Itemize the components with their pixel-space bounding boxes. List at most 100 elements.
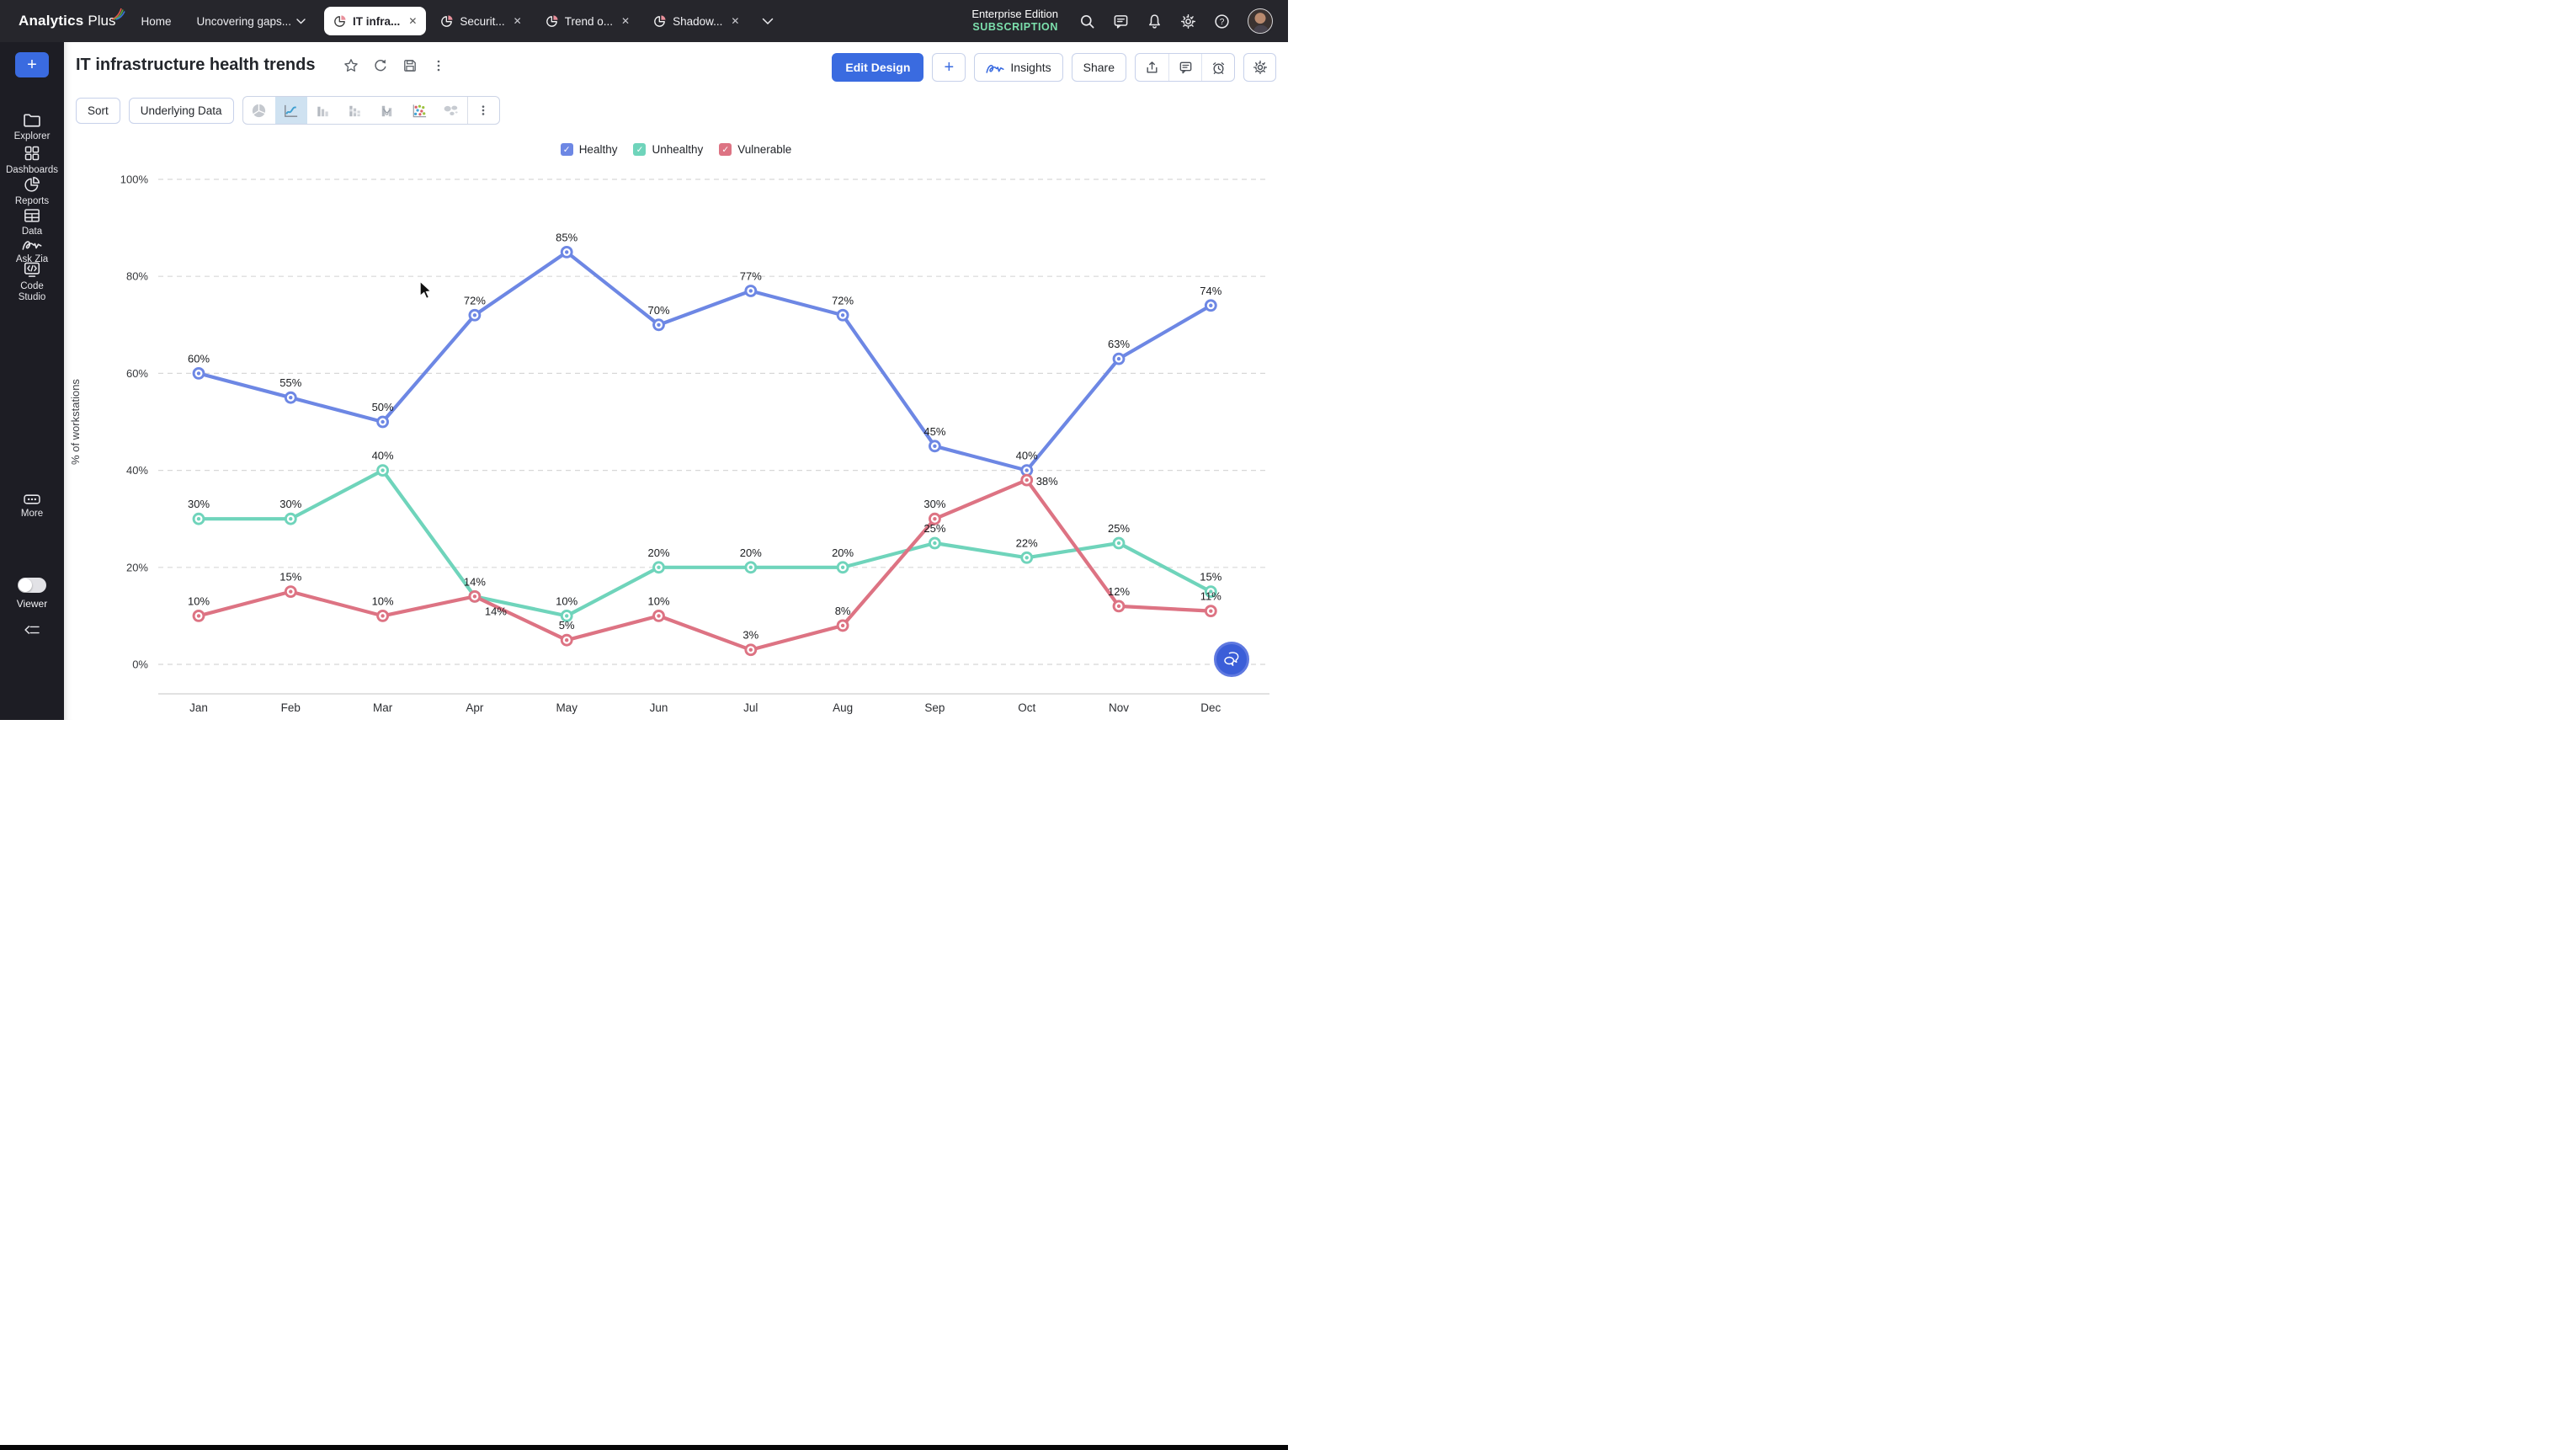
data-point-healthy-Feb[interactable] [284, 391, 297, 404]
close-tab-icon[interactable]: ✕ [408, 15, 418, 27]
chart-type-map-icon[interactable] [435, 97, 467, 124]
tab-trend[interactable]: Trend o... ✕ [536, 7, 639, 35]
data-point-vulnerable-May[interactable] [560, 633, 573, 647]
data-point-unhealthy-Dec[interactable] [1204, 585, 1217, 598]
settings-gear-icon[interactable] [1180, 13, 1196, 29]
legend-checkbox-icon[interactable]: ✓ [719, 143, 732, 156]
edit-design-button[interactable]: Edit Design [832, 53, 924, 82]
sidebar-item-reports[interactable]: Reports [0, 176, 64, 207]
data-point-vulnerable-Jan[interactable] [192, 610, 205, 622]
notifications-bell-icon[interactable] [1147, 13, 1163, 29]
chart-type-bar-line-icon[interactable] [371, 97, 403, 124]
tab-it-infrastructure[interactable]: IT infra... ✕ [324, 7, 427, 35]
logo-text-light: Plus [88, 13, 116, 29]
data-point-unhealthy-Feb[interactable] [284, 512, 297, 525]
data-point-vulnerable-Dec[interactable] [1204, 605, 1217, 618]
data-point-vulnerable-Nov[interactable] [1112, 600, 1126, 613]
data-point-vulnerable-Jul[interactable] [744, 643, 758, 657]
code-icon [24, 262, 40, 277]
data-point-vulnerable-Feb[interactable] [284, 585, 297, 598]
save-icon[interactable] [402, 58, 418, 73]
legend-item-vulnerable[interactable]: ✓ Vulnerable [719, 143, 791, 156]
chart-type-stacked-bar-icon[interactable] [339, 97, 371, 124]
data-point-healthy-Nov[interactable] [1112, 352, 1126, 365]
report-settings-gear-icon[interactable] [1243, 53, 1276, 82]
chart-type-pie-icon[interactable] [243, 97, 275, 124]
sidebar-item-ask-zia[interactable]: Ask Zia [0, 237, 64, 265]
refresh-icon[interactable] [373, 58, 388, 73]
data-point-unhealthy-Aug[interactable] [836, 561, 849, 574]
sidebar-item-explorer[interactable]: Explorer [0, 113, 64, 142]
data-point-healthy-Sep[interactable] [929, 440, 941, 453]
data-point-vulnerable-Mar[interactable] [376, 610, 389, 622]
data-point-unhealthy-Oct[interactable] [1020, 551, 1034, 564]
legend-checkbox-icon[interactable]: ✓ [560, 143, 573, 156]
svg-text:40%: 40% [126, 464, 148, 477]
chart-type-scatter-icon[interactable] [403, 97, 435, 124]
help-icon[interactable]: ? [1214, 13, 1230, 29]
create-new-button[interactable]: + [15, 52, 49, 77]
chart-type-bar-icon[interactable] [307, 97, 339, 124]
add-report-button[interactable]: + [932, 53, 966, 82]
close-tab-icon[interactable]: ✕ [621, 15, 631, 27]
data-point-unhealthy-Mar[interactable] [376, 464, 389, 477]
sidebar-item-code-studio[interactable]: Code Studio [0, 261, 64, 303]
share-button[interactable]: Share [1071, 53, 1126, 82]
data-point-healthy-Dec[interactable] [1204, 299, 1217, 312]
data-point-healthy-Apr[interactable] [468, 308, 482, 322]
viewer-toggle[interactable] [18, 578, 46, 593]
zia-chat-fab[interactable] [1214, 642, 1249, 677]
data-point-healthy-Oct[interactable] [1020, 464, 1034, 477]
data-point-vulnerable-Oct[interactable] [1020, 473, 1034, 487]
favorite-star-icon[interactable] [343, 58, 359, 73]
data-point-healthy-Aug[interactable] [836, 308, 849, 322]
data-label: 30% [279, 498, 301, 510]
comments-icon[interactable] [1168, 54, 1201, 81]
data-point-healthy-Mar[interactable] [376, 415, 389, 429]
more-tabs-chevron-icon[interactable] [762, 18, 774, 25]
data-point-healthy-May[interactable] [560, 246, 573, 259]
feedback-chat-icon[interactable] [1113, 13, 1129, 29]
legend-label: Healthy [578, 143, 618, 156]
user-avatar[interactable] [1248, 8, 1273, 34]
underlying-data-button[interactable]: Underlying Data [128, 97, 234, 124]
legend-item-unhealthy[interactable]: ✓ Unhealthy [633, 143, 703, 156]
data-point-healthy-Jul[interactable] [744, 285, 758, 297]
app-logo[interactable]: Analytics Plus [19, 8, 126, 29]
data-point-unhealthy-Jun[interactable] [652, 561, 665, 574]
sidebar-item-dashboards[interactable]: Dashboards [0, 145, 64, 176]
legend-item-healthy[interactable]: ✓ Healthy [560, 143, 618, 156]
export-icon[interactable] [1136, 54, 1168, 81]
data-point-vulnerable-Aug[interactable] [836, 619, 849, 632]
data-point-vulnerable-Apr[interactable] [468, 589, 482, 603]
close-tab-icon[interactable]: ✕ [513, 15, 522, 27]
tab-shadow[interactable]: Shadow... ✕ [644, 7, 748, 35]
chart-type-line-icon[interactable] [274, 97, 307, 124]
sidebar-item-data[interactable]: Data [0, 208, 64, 237]
nav-uncovering-gaps[interactable]: Uncovering gaps... [196, 15, 306, 28]
data-point-healthy-Jan[interactable] [192, 367, 205, 380]
data-label: 3% [742, 629, 758, 642]
data-point-unhealthy-Nov[interactable] [1112, 536, 1126, 550]
search-icon[interactable] [1079, 13, 1095, 29]
chart-type-more-kebab-icon[interactable] [466, 97, 499, 124]
sort-button[interactable]: Sort [76, 97, 120, 124]
schedule-alarm-icon[interactable] [1201, 54, 1234, 81]
data-point-vulnerable-Sep[interactable] [929, 512, 941, 525]
data-label: 10% [647, 594, 669, 607]
kebab-menu-icon[interactable] [432, 58, 445, 73]
data-point-vulnerable-Jun[interactable] [652, 610, 665, 622]
data-point-unhealthy-May[interactable] [560, 610, 573, 622]
collapse-sidebar-icon[interactable] [24, 623, 40, 641]
tab-security[interactable]: Securit... ✕ [431, 7, 530, 35]
nav-home[interactable]: Home [141, 15, 171, 28]
chat-bubbles-icon [1224, 652, 1239, 666]
sidebar-item-more[interactable]: More [0, 493, 64, 520]
data-point-unhealthy-Jan[interactable] [192, 512, 205, 525]
data-point-unhealthy-Jul[interactable] [744, 561, 758, 574]
data-point-unhealthy-Sep[interactable] [929, 536, 941, 550]
insights-button[interactable]: Insights [974, 53, 1063, 82]
legend-checkbox-icon[interactable]: ✓ [633, 143, 647, 156]
close-tab-icon[interactable]: ✕ [731, 15, 740, 27]
data-point-healthy-Jun[interactable] [652, 318, 665, 332]
